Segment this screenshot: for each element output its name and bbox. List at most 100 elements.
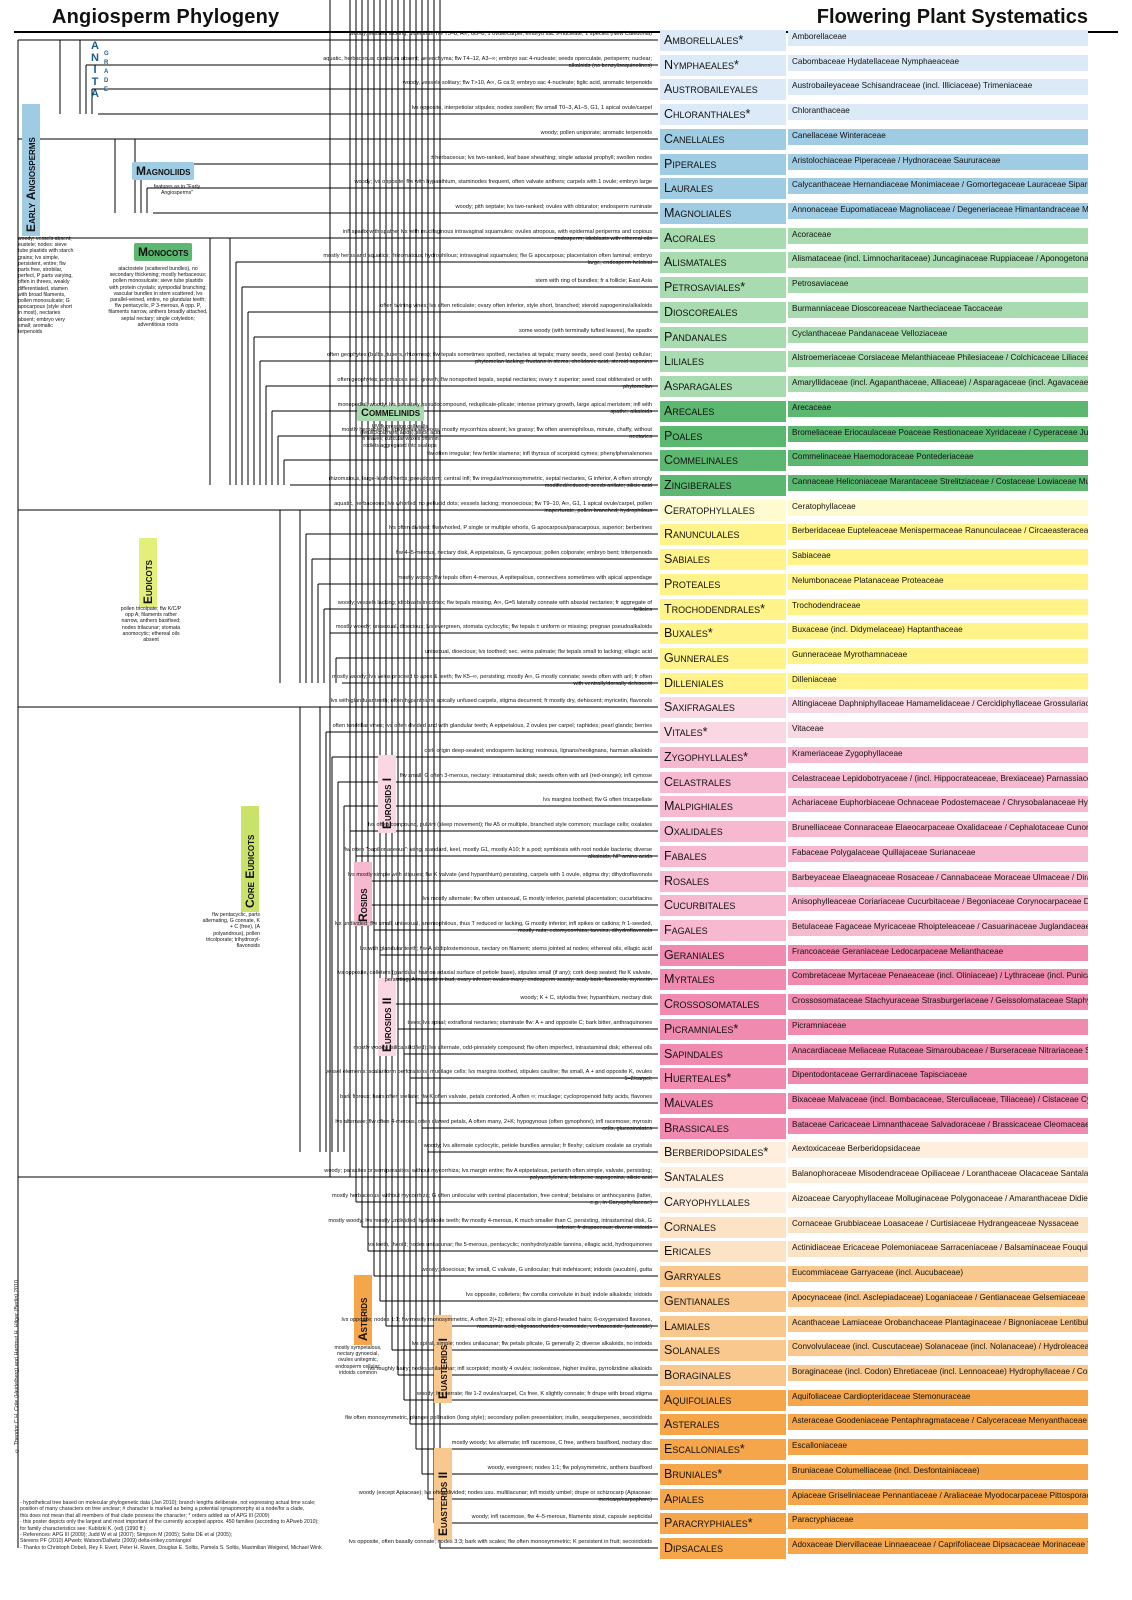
order-name: Paracryphiales* <box>660 1513 786 1534</box>
order-characters: lvs margins toothed; flw G often tricarp… <box>543 797 652 803</box>
grade-label: G R A D E <box>104 51 109 93</box>
asterids-note: mostly sympetalous, nectary gynoecial, o… <box>334 1345 382 1376</box>
commelinids-label: Commelinids <box>357 405 425 421</box>
order-name: Chloranthales* <box>660 104 786 125</box>
order-name: Liliales <box>660 351 786 372</box>
order-name: Asterales <box>660 1414 786 1435</box>
order-row: Cucurbitales Anisophylleaceae Coriariacea… <box>660 895 1100 916</box>
magnoliids-note: features as in "Early Angiosperms" <box>153 184 201 197</box>
order-characters: woody, vessels solitary; flw T>10, A∞, G… <box>402 80 652 86</box>
order-characters: often twining vines; lvs often reticulat… <box>380 303 652 309</box>
order-name: Commelinales <box>660 450 786 471</box>
order-row: Alismatales Alismataceae (incl. Limnochar… <box>660 252 1100 273</box>
family-list: Bromeliaceae Eriocaulaceae Poaceae Resti… <box>788 426 1088 442</box>
order-characters: lvs mostly alternate; flw often unisexua… <box>422 896 652 902</box>
footnotes: - hypothetical tree based on molecular p… <box>20 1500 350 1551</box>
core-eudicots-note: flw pentacyclic, parts alternating, G co… <box>202 912 260 950</box>
family-list: Cabombaceae Hydatellaceae Nymphaeaceae <box>788 55 1088 71</box>
order-row: Chloranthales* Chloranthaceae <box>660 104 1100 125</box>
order-row: Asparagales Amaryllidaceae (incl. Agapant… <box>660 376 1100 397</box>
order-name: Fagales <box>660 920 786 941</box>
family-list: Actinidiaceae Ericaceae Polemoniaceae Sa… <box>788 1241 1088 1257</box>
family-list: Petrosaviaceae <box>788 277 1088 293</box>
order-name: Magnoliales <box>660 203 786 224</box>
order-characters: mostly woody; lvs alternate; infl racemo… <box>451 1440 652 1446</box>
order-row: Laurales Calycanthaceae Hernandiaceae Mon… <box>660 178 1100 199</box>
order-row: Commelinales Commelinaceae Haemodoraceae … <box>660 450 1100 471</box>
order-row: Dioscoreales Burmanniaceae Dioscoreaceae … <box>660 302 1100 323</box>
order-characters: lvs spiral, simple; nodes unilacunar; fl… <box>411 1341 652 1347</box>
order-name: Laurales <box>660 178 786 199</box>
order-characters: mostly woody; flw tepals often 4-merous,… <box>397 575 652 581</box>
copyright-credit: © Theodor C.H. Cole (Heidelberg) and Har… <box>14 1280 20 1453</box>
family-list: Achariaceae Euphorbiaceae Ochnaceae Podo… <box>788 796 1088 812</box>
order-characters: lvs with glandular teeth; flw A obdiplos… <box>360 946 652 952</box>
order-characters: mostly herbaceous, without mycorrhiza; G… <box>332 1193 652 1206</box>
order-row: Crossosomatales Crossosomataceae Stachyur… <box>660 994 1100 1015</box>
order-row: Arecales Arecaceae <box>660 401 1100 422</box>
order-row: Boraginales Boraginaceae (incl. Codon) Eh… <box>660 1365 1100 1386</box>
family-list: Aristolochiaceae Piperaceae / Hydnoracea… <box>788 154 1088 170</box>
core-eudicots-label: Core Eudicots <box>241 806 259 912</box>
order-row: Solanales Convolvulaceae (incl. Cuscutace… <box>660 1340 1100 1361</box>
order-name: Ranunculales <box>660 524 786 545</box>
family-list: Escalloniaceae <box>788 1439 1088 1455</box>
family-list: Adoxaceae Diervillaceae Linnaeaceae / Ca… <box>788 1538 1088 1554</box>
footnote-line: - References: APG III (2009); Judd W et … <box>20 1532 233 1539</box>
order-row: Lamiales Acanthaceae Lamiaceae Orobanchac… <box>660 1316 1100 1337</box>
order-characters: lvs mostly simple with stipules; flw K v… <box>347 872 652 878</box>
family-list: Commelinaceae Haemodoraceae Pontederiace… <box>788 450 1088 466</box>
order-characters: trees; lvs spiral; extrafloral nectaries… <box>407 1020 652 1026</box>
order-name: Caryophyllales <box>660 1192 786 1213</box>
order-characters: flw small, G often 3-merous, nectary: in… <box>399 773 652 779</box>
order-row: Magnoliales Annonaceae Eupomatiaceae Magn… <box>660 203 1100 224</box>
family-list: Austrobaileyaceae Schisandraceae (incl. … <box>788 79 1088 95</box>
commelinids-note: UV-fluorescing cell walls (ferulic/couma… <box>360 424 440 449</box>
family-list: Boraginaceae (incl. Codon) Ehretiaceae (… <box>788 1365 1088 1381</box>
order-characters: lvs teeth, theoid; nodes unilacunar; flw… <box>367 1242 652 1248</box>
early-angiosperms-label: Early Angiosperms <box>22 104 40 236</box>
eudicots-note: pollen tricolpate; flw K/C/P opp A; fila… <box>120 606 182 644</box>
footnote-line: position of many characters on tree uncl… <box>20 1506 305 1513</box>
family-list: Krameriaceae Zygophyllaceae <box>788 747 1088 763</box>
order-characters: woody (except Apiaceae); lvs often divid… <box>358 1490 652 1503</box>
order-row: Poales Bromeliaceae Eriocaulaceae Poaceae… <box>660 426 1100 447</box>
order-name: Aquifoliales <box>660 1390 786 1411</box>
family-list: Barbeyaceae Elaeagnaceae Rosaceae / Cann… <box>788 871 1088 887</box>
order-name: Lamiales <box>660 1316 786 1337</box>
order-row: Garryales Eucommiaceae Garryaceae (incl. … <box>660 1266 1100 1287</box>
order-characters: woody; pollen uniporate; aromatic terpen… <box>540 130 652 136</box>
order-name: Proteales <box>660 574 786 595</box>
order-row: Picramniales* Picramniaceae <box>660 1019 1100 1040</box>
page-title-left: Angiosperm Phylogeny <box>52 6 280 28</box>
order-characters: vessel elements: scalariform perforation… <box>325 1069 652 1082</box>
order-characters: flw often monosymmetric, plunger pollina… <box>345 1415 652 1421</box>
order-characters: lvs opposite, often basally connate; nod… <box>348 1539 652 1545</box>
family-list: Buxaceae (incl. Didymelaceae) Haptanthac… <box>788 623 1088 639</box>
family-list: Asteraceae Goodeniaceae Pentaphragmatace… <box>788 1414 1088 1430</box>
order-name: Dipsacales <box>660 1538 786 1559</box>
order-name: Fabales <box>660 846 786 867</box>
family-list: Dipentodontaceae Gerrardinaceae Tapiscia… <box>788 1068 1088 1084</box>
order-characters: woody; vessels lacking; idioblasts in co… <box>337 600 652 613</box>
order-name: Huerteales* <box>660 1068 786 1089</box>
page-title-right: Flowering Plant Systematics <box>816 6 1088 28</box>
order-name: Malvales <box>660 1093 786 1114</box>
footnote-line: this does not mean that all members of t… <box>20 1512 270 1519</box>
order-name: Saxifragales <box>660 697 786 718</box>
order-characters: lvs opposite, colleters (glandular hair … <box>337 970 652 983</box>
order-characters: woody; lvs serrate; flw 1-2 ovules/carpe… <box>416 1391 652 1397</box>
order-name: Apiales <box>660 1489 786 1510</box>
order-name: Amborellales* <box>660 30 786 51</box>
family-list: Aquifoliaceae Cardiopteridaceae Stemonur… <box>788 1390 1088 1406</box>
family-list: Trochodendraceae <box>788 599 1088 615</box>
order-characters: flw often "papilionaceous": wing, standa… <box>343 847 652 860</box>
order-name: Bruniales* <box>660 1464 786 1485</box>
family-list: Brunelliaceae Connaraceae Elaeocarpaceae… <box>788 821 1088 837</box>
order-row: Amborellales* Amborellaceae <box>660 30 1100 51</box>
early-angiosperms-note: woody; vessels absent; eustele; nodes: s… <box>18 236 74 336</box>
order-row: Liliales Alstroemeriaceae Corsiaceae Mela… <box>660 351 1100 372</box>
order-characters: often geophytes; anomalous sec. growth; … <box>337 377 652 390</box>
order-row: Austrobaileyales Austrobaileyaceae Schisa… <box>660 79 1100 100</box>
order-characters: flw often irregular; few fertile stamens… <box>426 451 652 457</box>
